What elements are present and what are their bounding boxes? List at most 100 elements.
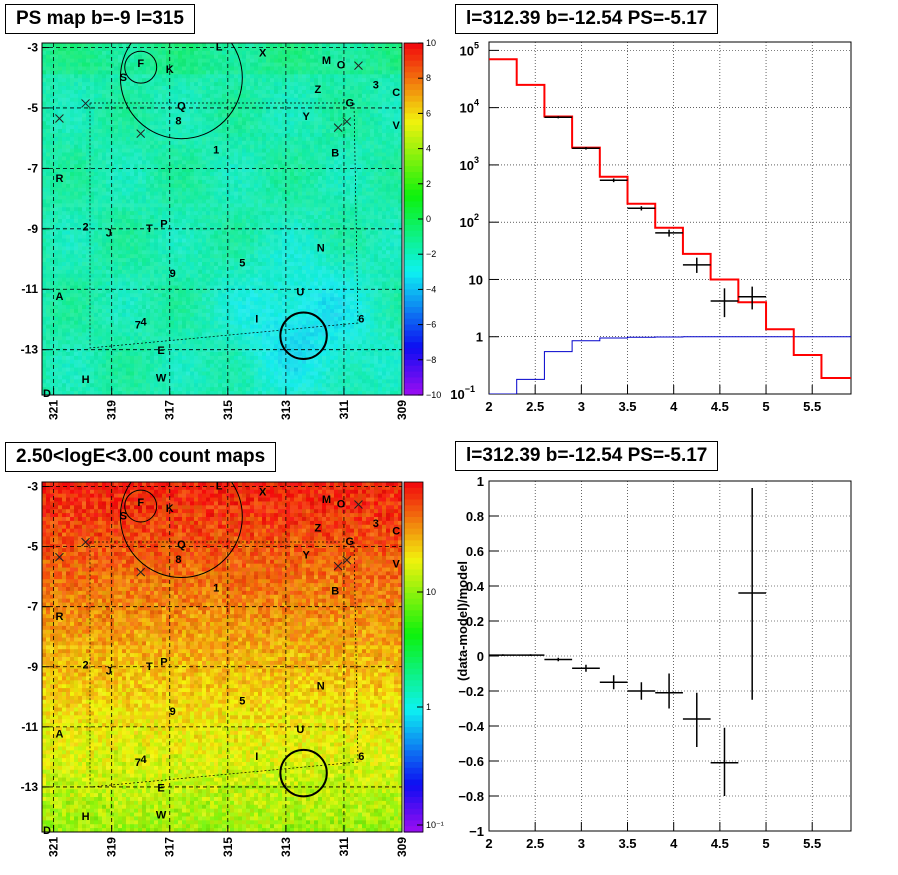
y-tick-label: 104 <box>460 98 479 116</box>
cross-marker <box>354 61 363 71</box>
x-tick-label: 2 <box>485 836 492 851</box>
colorbar-band <box>404 540 423 547</box>
plot-frame <box>488 41 852 395</box>
colorbar-label: −6 <box>426 320 436 330</box>
colorbar-band <box>404 301 423 308</box>
map-grid <box>42 482 403 832</box>
colorbar-band <box>404 616 423 623</box>
source-label: R <box>55 611 63 623</box>
colorbar-band <box>404 289 423 296</box>
source-label: B <box>331 586 339 598</box>
colorbar-band <box>404 113 423 120</box>
source-label: C <box>392 87 400 99</box>
colorbar-band <box>404 651 423 658</box>
cross-marker <box>136 129 146 138</box>
source-label: T <box>146 223 153 235</box>
colorbar-label: 0 <box>426 214 431 224</box>
source-label: F <box>137 58 144 70</box>
y-tick-label: 0.8 <box>466 509 484 524</box>
colorbar-band <box>404 826 423 833</box>
y-axis-label: (data-model)/model <box>455 561 470 681</box>
colorbar-band <box>404 802 423 810</box>
residual-point <box>655 673 683 709</box>
y-tick-label: −0.8 <box>458 789 484 804</box>
source-label: 2 <box>82 221 88 233</box>
y-tick-label: −0.4 <box>458 719 484 734</box>
x-tick-label: 309 <box>395 837 409 857</box>
colorbar-label: −10 <box>426 390 441 400</box>
colorbar-band <box>404 762 423 769</box>
source-label: U <box>296 286 304 298</box>
cross-marker <box>55 552 64 562</box>
x-tick-label: 3.5 <box>618 399 636 414</box>
colorbar-band <box>404 236 423 244</box>
colorbar-band <box>404 295 423 302</box>
source-label: Y <box>303 111 311 123</box>
source-label: N <box>317 680 325 692</box>
x-tick-label: 4.5 <box>711 836 729 851</box>
source-label: P <box>160 218 167 230</box>
target-source-circle <box>279 311 328 361</box>
y-tick-label: -3 <box>27 480 38 494</box>
x-tick-label: 3 <box>578 836 585 851</box>
colorbar-band <box>404 166 423 173</box>
colorbar-band <box>404 248 423 255</box>
colorbar-band <box>404 511 423 518</box>
source-label: J <box>106 227 112 239</box>
ps-map-title: PS map b=-9 l=315 <box>5 4 195 34</box>
source-label: S <box>120 72 127 84</box>
colorbar-band <box>404 213 423 220</box>
colorbar-band <box>404 791 423 798</box>
source-label: Q <box>177 539 186 551</box>
source-label: V <box>393 559 401 571</box>
colorbar-band <box>404 715 423 722</box>
y-tick-label: 1 <box>476 330 483 345</box>
source-label: H <box>82 374 90 386</box>
colorbar-band <box>404 680 423 687</box>
colorbar-band <box>404 95 423 103</box>
y-tick-label: 0 <box>477 649 484 664</box>
source-label: 1 <box>213 583 219 595</box>
colorbar-band <box>404 785 423 792</box>
colorbar-band <box>404 546 423 553</box>
colorbar-band <box>404 581 423 588</box>
colorbar-band <box>404 505 423 512</box>
y-tick-label: −0.2 <box>458 684 484 699</box>
data-point <box>599 178 628 183</box>
x-tick-label: 5 <box>762 399 769 414</box>
source-label: O <box>337 60 346 72</box>
colorbar-band <box>404 342 423 349</box>
residual-point <box>710 727 739 796</box>
colorbar-band <box>404 330 423 337</box>
source-label: S <box>120 511 127 523</box>
colorbar-band <box>404 662 423 670</box>
colorbar-band <box>404 260 423 267</box>
source-label: Z <box>314 523 321 535</box>
source-label: 5 <box>239 695 245 707</box>
cross-marker <box>333 123 343 132</box>
source-label: U <box>296 724 304 736</box>
y-tick-label: -11 <box>21 720 38 734</box>
colorbar-band <box>404 265 423 273</box>
source-circle <box>124 489 158 523</box>
x-tick-label: 317 <box>163 400 177 420</box>
source-label: X <box>259 48 267 60</box>
source-label: B <box>331 147 339 159</box>
colorbar-band <box>404 318 423 326</box>
colorbar-band <box>404 686 423 693</box>
colorbar-band <box>404 324 423 332</box>
grid <box>488 480 851 832</box>
x-tick-label: 309 <box>395 400 409 420</box>
x-tick-label: 4 <box>670 399 678 414</box>
x-tick-label: 317 <box>163 837 177 857</box>
colorbar-label: 10 <box>426 38 436 48</box>
colorbar-band <box>404 101 423 109</box>
x-tick-label: 311 <box>337 400 351 420</box>
colorbar-band <box>404 154 423 161</box>
colorbar-band <box>404 592 423 600</box>
colorbar-band <box>404 487 423 495</box>
y-tick-exponent: 3 <box>474 155 479 165</box>
x-tick-label: 3.5 <box>618 836 636 851</box>
y-tick-exponent: −1 <box>465 384 475 394</box>
